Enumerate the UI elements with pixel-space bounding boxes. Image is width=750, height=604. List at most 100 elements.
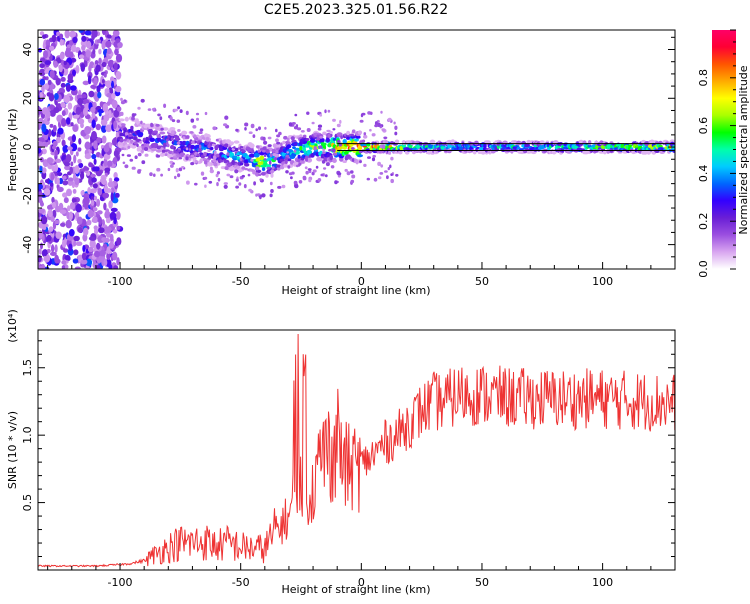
spectrogram-cell xyxy=(61,265,66,269)
spectrogram-cell xyxy=(215,153,220,158)
spectrogram-cell xyxy=(73,154,77,164)
spectrogram-cell xyxy=(148,130,153,135)
spectrogram-cell xyxy=(106,252,111,261)
spectrogram-cell xyxy=(95,123,102,131)
spectrogram-cell xyxy=(131,116,135,121)
spectrogram-cell xyxy=(54,219,60,225)
spectrogram-cell xyxy=(38,265,44,269)
spectrogram-cell xyxy=(276,141,281,145)
spectrogram-cell xyxy=(181,166,185,169)
spectrogram-cell xyxy=(360,113,364,118)
spectrogram-cell xyxy=(189,131,194,134)
spectrogram-cell xyxy=(144,153,149,157)
spectrogram-cell xyxy=(281,184,286,189)
spectrogram-cell xyxy=(248,148,252,152)
spectrogram-cell xyxy=(106,47,112,55)
spectrogram-cell xyxy=(373,177,378,182)
spectrogram-cell xyxy=(55,136,61,144)
spectrogram-cell xyxy=(54,149,58,157)
spectrogram-cell xyxy=(88,236,96,241)
spectrogram-cell xyxy=(65,219,72,229)
spectrogram-frame xyxy=(37,29,676,270)
spectrogram-cell xyxy=(61,139,66,147)
spectrogram-cell xyxy=(38,248,42,255)
spectrogram-cell xyxy=(59,52,65,60)
spectrogram-cell xyxy=(53,124,57,133)
spectrogram-cell xyxy=(87,75,92,85)
spectrogram-cell xyxy=(175,136,179,141)
spectrogram-cell xyxy=(296,164,299,168)
spectrogram-cell xyxy=(350,170,354,174)
spectrogram-cell xyxy=(87,187,91,195)
spectrogram-cell xyxy=(38,117,44,127)
spectrogram-cell xyxy=(229,175,234,179)
spectrogram-cell xyxy=(551,150,557,155)
spectrogram-cell xyxy=(325,162,330,167)
spectrogram-cell xyxy=(317,178,322,182)
spectrogram-cell xyxy=(106,101,111,106)
spectrogram-cell xyxy=(327,133,331,138)
spectrogram-cell xyxy=(208,180,213,184)
spectrogram-cell xyxy=(171,130,175,135)
spectrogram-cell xyxy=(106,92,113,98)
x-tick-label: -100 xyxy=(108,275,133,288)
colorbar-tick-label: 0.2 xyxy=(697,212,710,230)
spectrogram-cell xyxy=(44,83,49,90)
spectrogram-cell xyxy=(105,226,112,234)
spectrogram-cell xyxy=(78,138,82,145)
spectrogram-cell xyxy=(38,48,43,53)
spectrogram-cell xyxy=(298,162,302,166)
spectrogram-cell xyxy=(204,184,207,188)
spectrogram-cell xyxy=(211,143,216,147)
spectrogram-cell xyxy=(203,160,208,165)
x-tick-label: 0 xyxy=(358,576,365,589)
spectrogram-cell xyxy=(239,157,243,161)
spectrogram-cell xyxy=(113,109,120,118)
spectrogram-cell xyxy=(269,193,273,198)
spectrogram-cell xyxy=(56,177,60,186)
spectrogram-cell xyxy=(103,202,107,211)
spectrogram-cell xyxy=(587,140,592,146)
spectrogram-cell xyxy=(84,141,91,150)
spectrogram-cell xyxy=(75,151,79,157)
spectrogram-cell xyxy=(247,173,251,177)
spectrogram-cell xyxy=(387,167,390,171)
spectrogram-cell xyxy=(224,143,229,148)
spectrogram-cell xyxy=(60,222,66,227)
spectrogram-cell xyxy=(78,54,85,59)
spectrogram-cell xyxy=(196,117,199,121)
spectrogram-cell xyxy=(248,131,253,134)
spectrogram-cell xyxy=(186,180,190,185)
spectrogram-cell xyxy=(137,152,142,157)
spectrogram-cell xyxy=(117,41,123,49)
spectrogram-cell xyxy=(306,149,312,155)
spectrogram-cell xyxy=(169,116,173,121)
spectrogram-cell xyxy=(322,142,327,146)
spectrogram-x-axis-label: Height of straight line (km) xyxy=(281,284,430,297)
spectrogram-cell xyxy=(67,205,71,212)
spectrogram-cell xyxy=(143,143,147,147)
spectrogram-cell xyxy=(312,169,317,173)
spectrogram-cell xyxy=(207,144,211,149)
spectrogram-cell xyxy=(381,144,386,149)
spectrogram-cell xyxy=(263,154,267,157)
spectrogram-cell xyxy=(203,151,207,157)
spectrogram-cell xyxy=(223,182,228,185)
spectrogram-cell xyxy=(275,150,279,154)
x-tick-label: 100 xyxy=(592,275,613,288)
spectrogram-cell xyxy=(285,170,289,174)
spectrogram-cell xyxy=(346,136,351,140)
spectrogram-cell xyxy=(307,168,312,171)
spectrogram-cell xyxy=(141,149,144,154)
x-tick-label: 50 xyxy=(475,275,489,288)
spectrogram-cell xyxy=(105,80,112,89)
spectrogram-cell xyxy=(305,170,309,175)
spectrogram-cell xyxy=(390,178,395,184)
spectrogram-cell xyxy=(162,127,169,131)
spectrogram-cell xyxy=(92,207,98,212)
spectrogram-cell xyxy=(58,87,66,95)
spectrogram-cell xyxy=(363,134,368,139)
spectrogram-cell xyxy=(43,188,51,196)
spectrogram-cell xyxy=(165,138,169,142)
spectrogram-cell xyxy=(309,138,316,143)
